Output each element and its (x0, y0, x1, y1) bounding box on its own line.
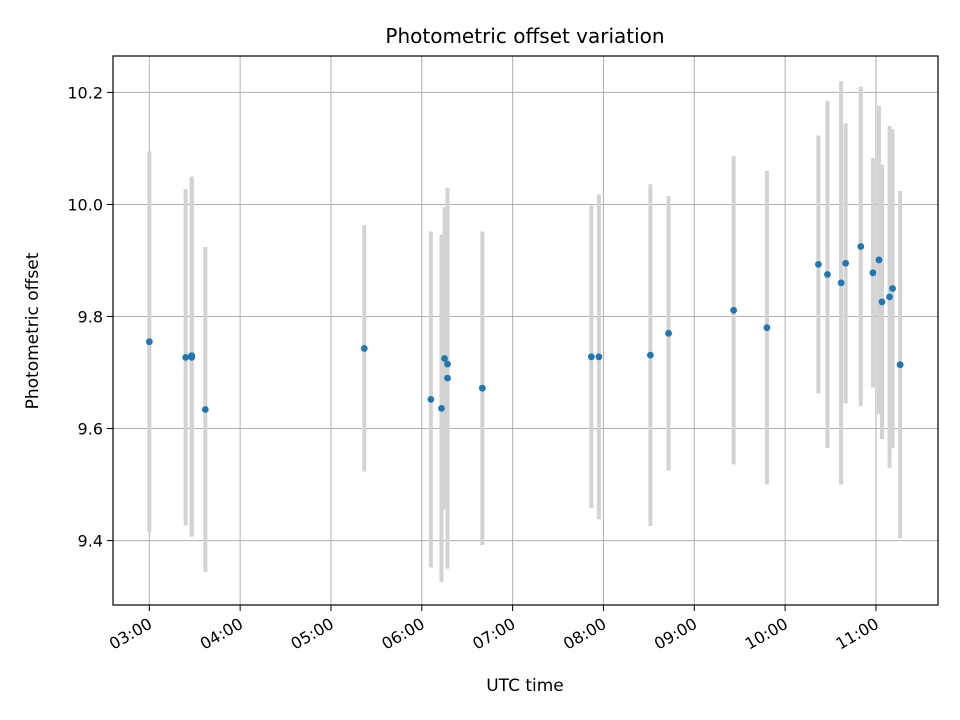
y-axis-label: Photometric offset (23, 252, 43, 409)
data-point (842, 259, 850, 267)
data-point (182, 353, 190, 361)
chart-title: Photometric offset variation (385, 24, 664, 48)
y-tick-label: 9.8 (78, 307, 103, 326)
data-point (587, 353, 595, 361)
data-point (188, 353, 196, 361)
data-point (889, 285, 896, 292)
data-point (595, 353, 603, 361)
data-point (444, 360, 451, 368)
y-tick-label: 10.0 (67, 195, 103, 214)
data-point (869, 269, 877, 277)
data-point (824, 271, 831, 278)
data-point (145, 338, 153, 346)
plot-frame (112, 55, 939, 606)
data-point (730, 306, 738, 314)
data-point (441, 355, 448, 362)
y-tick-label: 10.2 (67, 83, 103, 102)
data-point (201, 406, 209, 413)
data-point (646, 351, 654, 359)
data-point (763, 324, 771, 332)
x-axis-label: UTC time (486, 676, 564, 696)
data-point (665, 329, 672, 337)
data-point (837, 279, 845, 287)
data-point (878, 298, 886, 306)
data-point (875, 256, 883, 264)
y-tick-label: 9.6 (78, 420, 103, 439)
y-axis-ticks: 9.4 9.6 9.8 10.0 10.2 (67, 83, 113, 551)
y-tick-label: 9.4 (78, 532, 103, 551)
data-point (360, 345, 368, 352)
data-point (438, 404, 445, 412)
data-point (886, 293, 893, 301)
data-point (427, 396, 435, 403)
data-points (145, 243, 904, 413)
data-point (815, 260, 822, 268)
grid (113, 56, 938, 605)
data-point (896, 361, 904, 369)
data-point (478, 384, 486, 392)
data-point (857, 243, 865, 250)
data-point (444, 374, 451, 382)
